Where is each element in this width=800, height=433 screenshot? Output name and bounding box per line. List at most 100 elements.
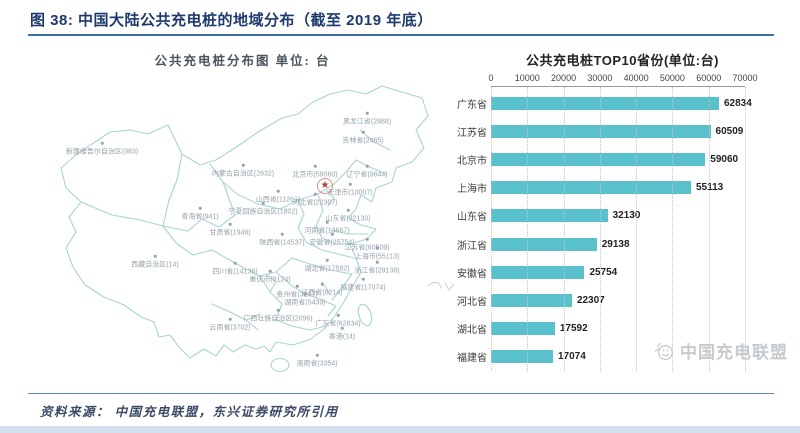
category-label: 上海市 xyxy=(457,184,487,196)
province-centroid-dot xyxy=(228,317,232,321)
value-label: 25754 xyxy=(589,266,618,278)
map-province-label: 湖北省(17592) xyxy=(304,265,350,273)
province-centroid-dot xyxy=(375,260,379,264)
province-centroid-dot xyxy=(340,326,344,330)
map-province-label: 甘肃省(1948) xyxy=(209,229,251,237)
x-tick-label: 10000 xyxy=(514,73,540,83)
watermark-text: 中国充电联盟 xyxy=(680,343,788,362)
province-centroid-dot xyxy=(198,206,202,210)
map-province-label: 山西省(11261) xyxy=(255,196,301,204)
x-tick-label: 0 xyxy=(488,73,494,83)
x-tick-label: 70000 xyxy=(732,73,758,83)
map-province-label: 天津市(10007) xyxy=(327,189,373,197)
bar-row: 福建省 17074 xyxy=(457,350,745,364)
bar xyxy=(491,350,553,364)
map-province-label: 河北省(22307) xyxy=(292,199,338,207)
province-centroid-dot xyxy=(153,254,157,258)
map-province-label: 黑龙江省(2888) xyxy=(342,118,392,126)
province-centroid-dot xyxy=(361,130,365,134)
map-province-label: 吉林省(2465) xyxy=(342,137,384,145)
province-centroid-dot xyxy=(303,292,307,296)
value-label: 17592 xyxy=(559,323,588,335)
province-centroid-dot xyxy=(313,164,317,168)
province-centroid-dot xyxy=(295,284,299,288)
bar-row: 浙江省 29138 xyxy=(457,237,745,252)
value-label: 60509 xyxy=(715,125,744,137)
province-centroid-dot xyxy=(100,141,104,145)
map-province-label: 西藏自治区(14) xyxy=(131,261,179,269)
map-province-label: 四川省(14138) xyxy=(212,268,258,276)
map-province-label: 江西省(8214) xyxy=(301,289,343,297)
category-label: 浙江省 xyxy=(457,240,487,252)
map-province-label: 新疆维吾尔自治区(983) xyxy=(65,148,139,156)
x-tick-label: 40000 xyxy=(623,73,649,83)
x-tick-label: 20000 xyxy=(551,73,577,83)
map-province-label: 广西壮族自治区(2096) xyxy=(243,315,313,323)
bar-row: 广东省 62834 xyxy=(457,96,752,111)
map-province-label: 山东省(32130) xyxy=(325,215,371,223)
taiwan-island xyxy=(357,303,373,327)
bar-rows: 广东省 62834 江苏省 60509 北京市 59060 上海市 55113 山东省 32130… xyxy=(457,89,752,371)
gridline xyxy=(745,87,746,371)
province-centroid-dot xyxy=(268,269,272,273)
category-label: 福建省 xyxy=(457,353,487,365)
bar xyxy=(491,322,555,336)
bar-row: 山东省 32130 xyxy=(457,209,745,223)
category-label: 北京市 xyxy=(457,155,487,167)
map-province-label: 北京市(59060) xyxy=(292,171,338,179)
province-centroid-dot xyxy=(261,201,265,205)
bar xyxy=(491,265,585,279)
province-centroid-dot xyxy=(233,261,237,265)
x-tick-label: 30000 xyxy=(587,73,613,83)
province-centroid-dot xyxy=(346,208,350,212)
province-centroid-dot xyxy=(361,277,365,281)
province-centroid-dot xyxy=(365,164,369,168)
chart-title: 公共充电桩TOP10省份(单位:台) xyxy=(526,53,719,68)
footer-divider xyxy=(28,393,774,394)
value-label: 32130 xyxy=(612,210,641,222)
map-panel: 公共充电桩分布图 单位: 台 xyxy=(30,42,455,390)
value-label: 17074 xyxy=(557,351,586,363)
map-province-label: 上海市(55113) xyxy=(354,253,400,261)
province-centroid-dot xyxy=(325,220,329,224)
value-label: 29138 xyxy=(601,238,630,250)
map-province-label: 海南省(3354) xyxy=(296,360,338,368)
bar-row: 河北省 22307 xyxy=(457,293,745,308)
map-province-label: 陕西省(14537) xyxy=(259,239,305,247)
source-line: 资料来源： 中国充电联盟，东兴证券研究所引用 xyxy=(40,405,339,419)
value-label: 22307 xyxy=(576,294,605,306)
province-centroid-dot xyxy=(320,282,324,286)
map-province-label: 重庆市(8124) xyxy=(249,276,291,284)
category-label: 安徽省 xyxy=(457,268,487,280)
watermark: 中国充电联盟 xyxy=(653,338,788,363)
bar-row: 安徽省 25754 xyxy=(457,265,745,280)
province-centroid-dot xyxy=(276,308,280,312)
map-province-label: 湖南省(5439) xyxy=(284,299,326,307)
category-label: 江苏省 xyxy=(457,127,487,139)
plot-area: 0 10000 20000 30000 40000 50000 60000 70000 广东省… xyxy=(457,73,758,371)
map-province-label: 浙江省(29138) xyxy=(354,267,400,275)
map-province-label: 安徽省(25754) xyxy=(309,239,355,247)
map-province-label: 贵州省(3207) xyxy=(276,291,318,299)
beijing-star-marker: ★ xyxy=(317,178,333,194)
value-label: 59060 xyxy=(710,153,739,165)
x-tick-label: 50000 xyxy=(659,73,685,83)
bar-row: 北京市 59060 xyxy=(457,152,745,167)
value-label: 62834 xyxy=(723,97,752,109)
gridline xyxy=(527,87,529,371)
province-centroid-dot xyxy=(325,258,329,262)
hainan-island xyxy=(270,357,290,373)
province-centroid-dot xyxy=(365,237,369,241)
gridline xyxy=(672,87,674,371)
map-province-label: 香港(14) xyxy=(328,333,356,341)
province-centroid-dot xyxy=(375,246,379,250)
gridline xyxy=(491,87,492,371)
gridline xyxy=(599,87,601,371)
map-province-label: 青海省(941) xyxy=(181,213,219,221)
category-label: 山东省 xyxy=(457,212,487,224)
title-divider xyxy=(28,34,774,36)
gridline xyxy=(636,87,638,371)
province-centroid-dot xyxy=(280,232,284,236)
province-centroid-dot xyxy=(276,189,280,193)
